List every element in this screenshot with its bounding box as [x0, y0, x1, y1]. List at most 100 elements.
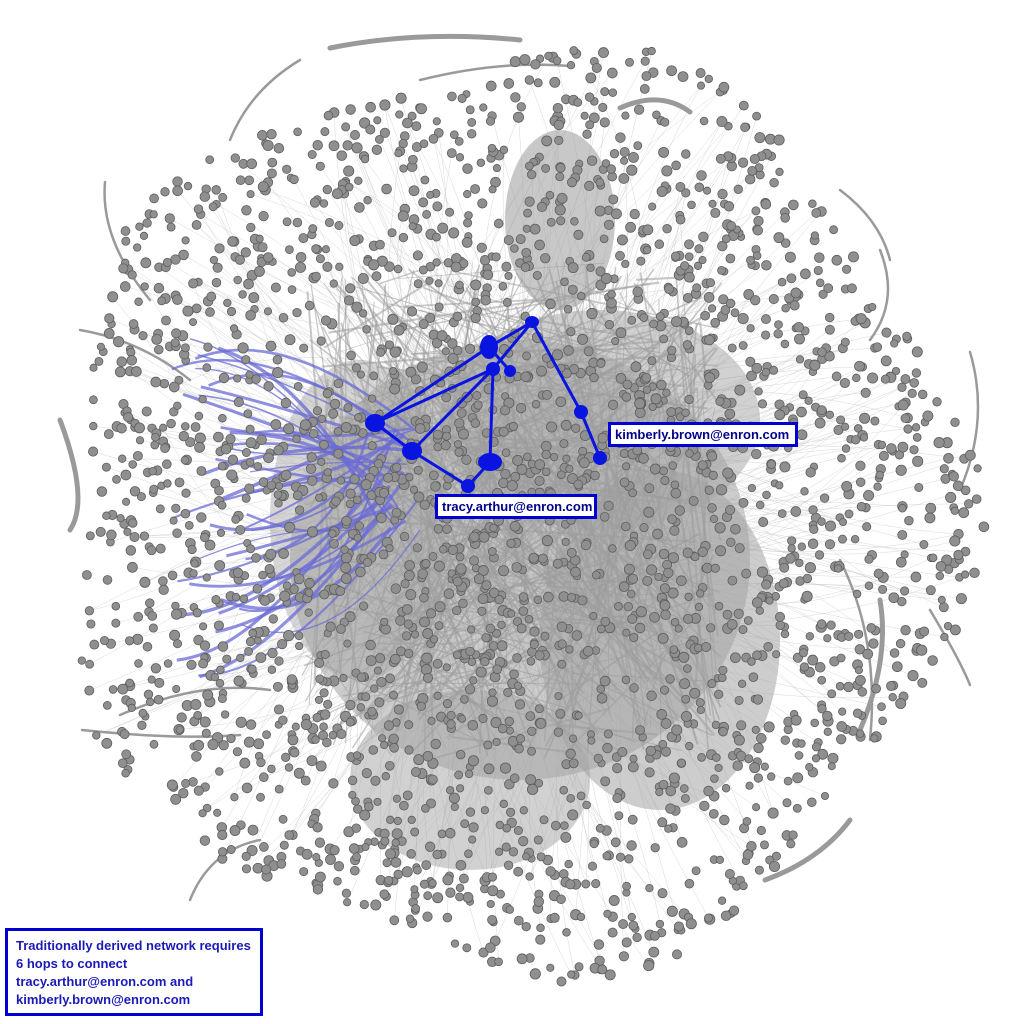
node	[516, 464, 528, 475]
node	[838, 517, 848, 527]
node	[683, 271, 695, 283]
node	[476, 242, 487, 253]
node	[386, 815, 395, 824]
node	[949, 624, 961, 636]
node	[664, 284, 675, 295]
node	[536, 852, 546, 862]
node	[521, 247, 532, 258]
node	[501, 261, 512, 272]
node	[718, 665, 728, 675]
node	[445, 786, 455, 795]
node	[259, 595, 271, 606]
node	[373, 797, 382, 806]
node	[512, 454, 524, 466]
node	[762, 490, 771, 500]
node	[111, 601, 121, 611]
node	[499, 799, 509, 809]
node	[574, 962, 584, 972]
node	[486, 695, 498, 707]
node	[187, 544, 197, 555]
node	[245, 437, 257, 449]
node	[581, 252, 591, 262]
node	[749, 762, 761, 774]
node	[99, 635, 110, 646]
node	[198, 809, 207, 818]
node	[333, 876, 342, 886]
node	[659, 600, 671, 611]
node	[820, 791, 830, 801]
node	[935, 571, 945, 581]
node	[307, 149, 317, 159]
node	[805, 467, 816, 478]
node	[393, 324, 405, 336]
path-edge	[374, 345, 490, 425]
curved-edge	[103, 180, 152, 302]
node	[385, 544, 394, 553]
node	[415, 103, 427, 115]
node	[127, 703, 136, 713]
node	[591, 570, 601, 580]
node	[172, 185, 183, 197]
node	[492, 628, 502, 638]
node	[656, 186, 668, 197]
node	[107, 291, 119, 303]
node	[824, 324, 835, 335]
node	[594, 205, 606, 217]
node	[322, 261, 333, 272]
node	[455, 892, 465, 902]
node	[912, 455, 924, 467]
node	[160, 187, 170, 197]
node	[563, 304, 573, 314]
node	[676, 758, 687, 768]
node	[351, 142, 363, 154]
node	[552, 558, 563, 569]
node	[294, 261, 307, 273]
node	[815, 278, 825, 288]
node	[274, 656, 284, 666]
node	[473, 400, 483, 410]
node	[659, 466, 669, 476]
node	[393, 869, 403, 880]
node	[199, 622, 208, 631]
node	[675, 181, 686, 192]
node	[628, 152, 639, 163]
node	[226, 845, 236, 854]
node	[384, 340, 394, 350]
node	[648, 402, 657, 412]
node	[184, 521, 194, 530]
node	[642, 245, 652, 255]
node	[229, 825, 241, 836]
node	[747, 657, 756, 666]
node	[447, 352, 459, 365]
node	[428, 879, 437, 888]
node	[233, 275, 242, 285]
node	[334, 221, 344, 230]
node	[792, 803, 802, 813]
node	[868, 638, 879, 649]
node	[134, 659, 143, 668]
node	[389, 742, 399, 753]
node	[649, 612, 660, 623]
node	[664, 824, 673, 833]
node	[596, 624, 606, 634]
node	[753, 215, 764, 227]
node	[922, 410, 934, 422]
node	[422, 628, 434, 639]
node	[566, 793, 576, 803]
node	[171, 328, 182, 339]
node	[638, 453, 649, 464]
node	[351, 301, 363, 313]
node	[417, 568, 428, 579]
node	[577, 333, 589, 345]
node	[216, 665, 225, 675]
node	[343, 295, 355, 306]
node	[862, 522, 872, 532]
node	[674, 624, 683, 633]
node	[191, 303, 202, 314]
node	[292, 490, 303, 501]
node	[814, 662, 826, 673]
node	[258, 210, 269, 222]
node	[472, 391, 482, 400]
node	[494, 847, 504, 856]
node	[153, 282, 165, 294]
